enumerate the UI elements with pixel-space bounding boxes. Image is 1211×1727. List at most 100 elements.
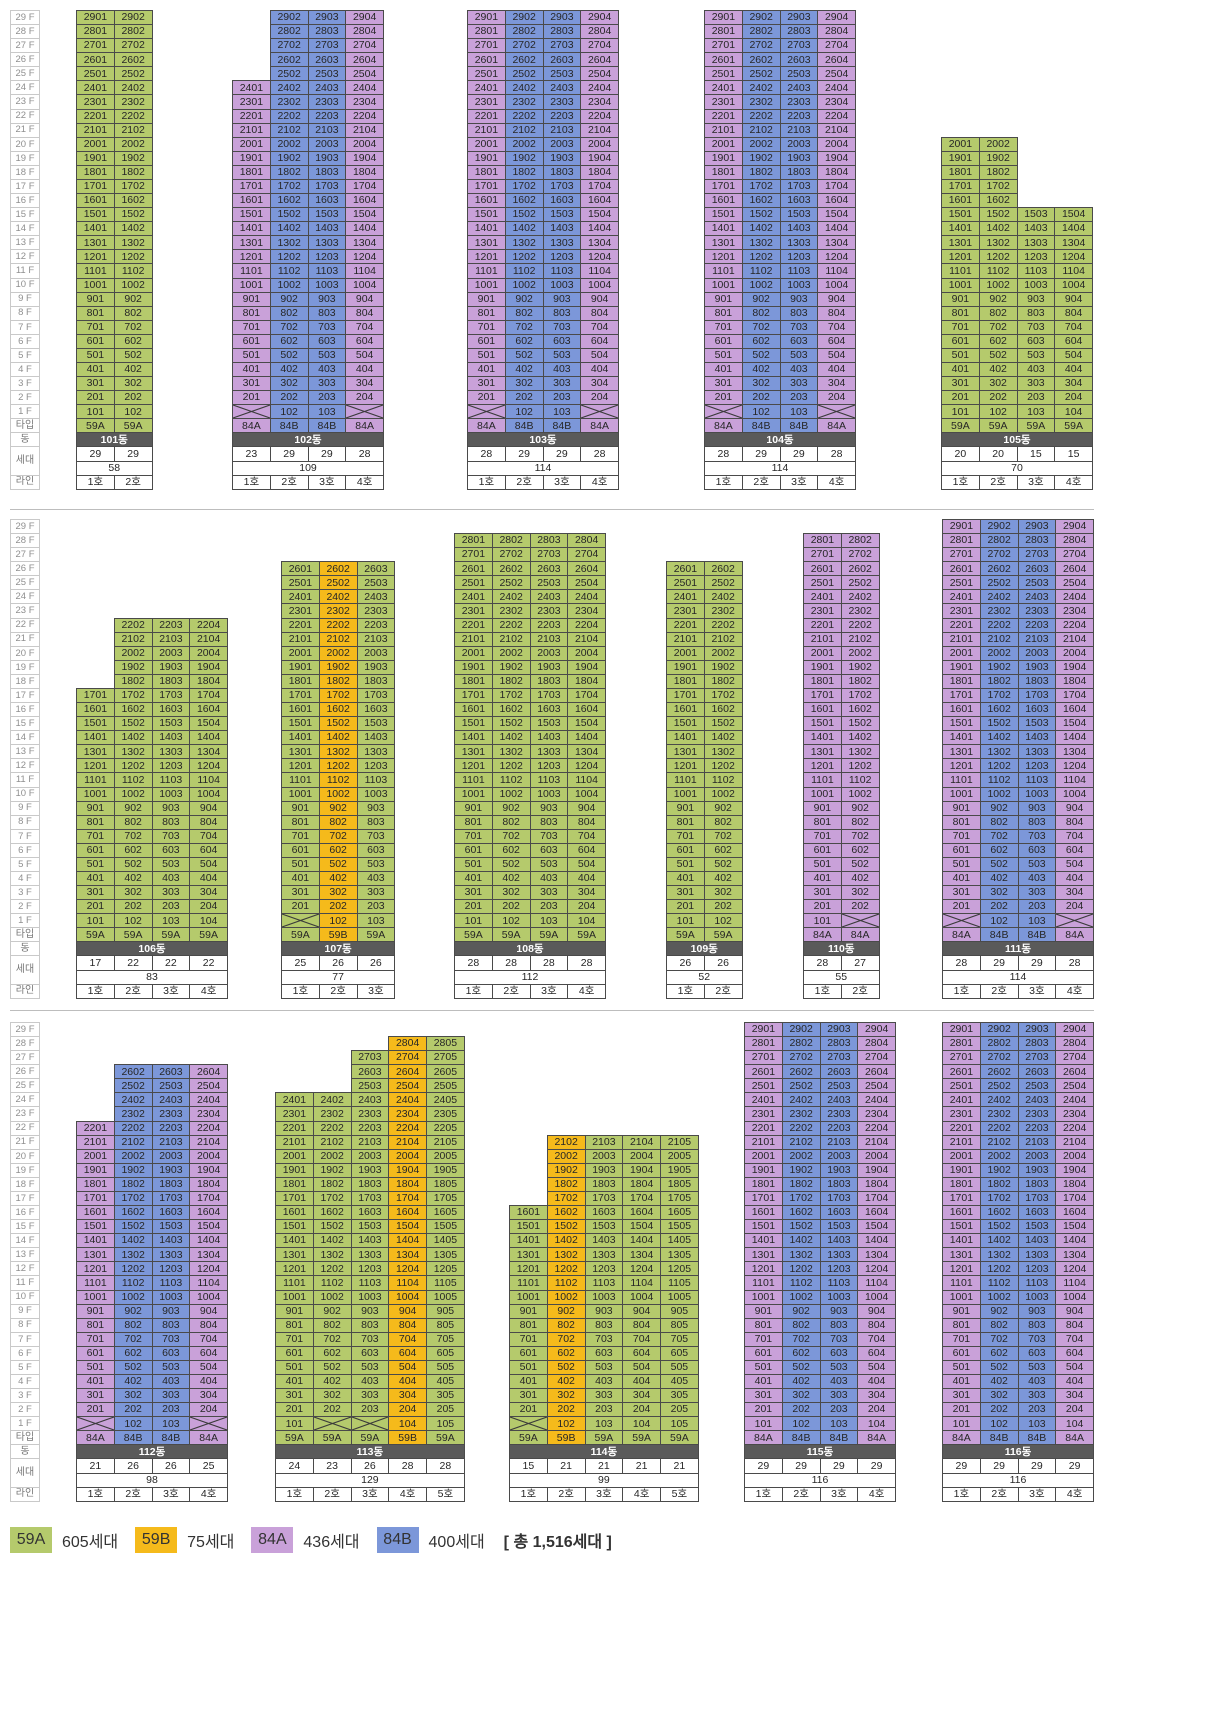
type-cell: 59B xyxy=(546,1430,586,1446)
unit-cell: 401 xyxy=(666,871,705,887)
line-cell: 2호 xyxy=(703,983,743,999)
unit-cell: 201 xyxy=(942,1402,981,1418)
unit-cell: 1202 xyxy=(269,249,309,265)
households-cell: 29 xyxy=(542,446,582,462)
unit-cell: 501 xyxy=(467,347,506,363)
total-households-cell: 114 xyxy=(467,460,619,476)
unit-cell: 203 xyxy=(151,1402,191,1418)
unit-cell: 1103 xyxy=(542,263,582,279)
unit-cell: 1601 xyxy=(803,702,842,718)
unit-cell: 604 xyxy=(622,1345,661,1361)
unit-cell: 1504 xyxy=(189,716,228,732)
unit-cell: 902 xyxy=(113,291,153,307)
unit-cell: 804 xyxy=(189,814,228,830)
unit-cell: 901 xyxy=(744,1303,783,1319)
unit-cell: 1602 xyxy=(504,193,544,209)
unit-cell: 1202 xyxy=(781,1261,821,1277)
type-row-label: 타입 xyxy=(10,1430,40,1446)
unit-cell: 2101 xyxy=(666,631,705,647)
unit-cell: 803 xyxy=(529,814,569,830)
unit-cell: 1601 xyxy=(76,193,115,209)
unit-cell: 503 xyxy=(542,347,582,363)
unit-cell: 804 xyxy=(388,1317,427,1333)
line-cell: 1호 xyxy=(76,474,115,490)
households-cell: 21 xyxy=(546,1458,586,1474)
band-separator xyxy=(10,509,1094,510)
unit-cell: 1804 xyxy=(580,164,619,180)
unit-cell: 702 xyxy=(703,828,743,844)
unit-cell: 601 xyxy=(744,1345,783,1361)
unit-cell: 1005 xyxy=(660,1289,699,1305)
total-households-cell: 77 xyxy=(281,969,396,985)
unit-cell: 103 xyxy=(151,1416,191,1432)
unit-cell: 902 xyxy=(504,291,544,307)
floor-label: 11 F xyxy=(10,1275,40,1291)
total-households-cell: 58 xyxy=(76,460,153,476)
unit-cell: 2101 xyxy=(942,1134,981,1150)
unit-cell: 803 xyxy=(151,1317,191,1333)
unit-cell: 1304 xyxy=(857,1247,896,1263)
line-cell: 4호 xyxy=(189,1486,228,1502)
unit-cell: 1602 xyxy=(318,702,358,718)
unit-cell: 2105 xyxy=(660,1134,699,1150)
unit-cell: 304 xyxy=(567,885,606,901)
unit-cell: 1504 xyxy=(817,207,856,223)
type-cell: 84A xyxy=(189,1430,228,1446)
unit-cell: 1003 xyxy=(779,277,819,293)
unit-cell: 901 xyxy=(942,1303,981,1319)
unit-cell: 204 xyxy=(345,390,384,406)
unit-cell: 303 xyxy=(1016,376,1056,392)
unit-cell: 1104 xyxy=(388,1275,427,1291)
unit-cell: 902 xyxy=(312,1303,352,1319)
unit-cell: 2703 xyxy=(779,38,819,54)
unit-cell: 501 xyxy=(704,347,743,363)
unit-cell: 1502 xyxy=(113,716,153,732)
unit-cell: 1402 xyxy=(269,221,309,237)
unit-cell: 1604 xyxy=(580,193,619,209)
unit-cell: 303 xyxy=(779,376,819,392)
unit-cell: 101 xyxy=(803,913,842,929)
unit-cell: 1201 xyxy=(76,758,115,774)
unit-cell: 404 xyxy=(189,871,228,887)
unit-cell: 1903 xyxy=(151,659,191,675)
unit-cell: 1302 xyxy=(978,235,1018,251)
unit-cell: 601 xyxy=(454,842,493,858)
unit-cell: 1603 xyxy=(779,193,819,209)
unit-cell: 1503 xyxy=(529,716,569,732)
unit-cell: 801 xyxy=(275,1317,314,1333)
unit-cell: 702 xyxy=(113,828,153,844)
unit-cell: 1501 xyxy=(76,1219,115,1235)
unit-cell: 2603 xyxy=(356,561,396,577)
unit-cell: 504 xyxy=(189,856,228,872)
unit-cell: 1702 xyxy=(741,178,781,195)
floor-label: 9 F xyxy=(10,1303,40,1319)
unit-cell: 201 xyxy=(803,899,842,915)
unit-cell: 2101 xyxy=(744,1134,783,1150)
line-cell: 3호 xyxy=(779,474,819,490)
unit-cell: 503 xyxy=(1017,856,1057,872)
unit-cell: 1901 xyxy=(275,1162,314,1178)
unit-cell: 703 xyxy=(819,1331,859,1347)
unit-cell: 2101 xyxy=(803,631,842,647)
unit-cell: 2403 xyxy=(307,80,347,96)
unit-cell: 202 xyxy=(703,899,743,915)
unit-cell: 1401 xyxy=(281,730,320,746)
line-cell: 1호 xyxy=(467,474,506,490)
floor-label: 23 F xyxy=(10,94,40,110)
unit-cell: 805 xyxy=(426,1317,465,1333)
unit-cell: 2804 xyxy=(388,1036,427,1052)
unit-cell: 1704 xyxy=(567,687,606,704)
unit-cell: 802 xyxy=(979,814,1019,830)
unit-cell: 2102 xyxy=(703,631,743,647)
unit-cell: 2904 xyxy=(817,10,856,26)
unit-cell: 1902 xyxy=(318,659,358,675)
unit-cell: 504 xyxy=(857,1359,896,1375)
line-cell: 3호 xyxy=(151,983,191,999)
unit-cell: 2104 xyxy=(1055,1134,1094,1150)
unit-cell: 2303 xyxy=(307,94,347,110)
unit-cell: 2302 xyxy=(504,94,544,110)
unit-cell: 104 xyxy=(567,913,606,929)
unit-cell: 1302 xyxy=(113,235,153,251)
unit-cell: 1905 xyxy=(660,1162,699,1178)
unit-cell: 1204 xyxy=(857,1261,896,1277)
